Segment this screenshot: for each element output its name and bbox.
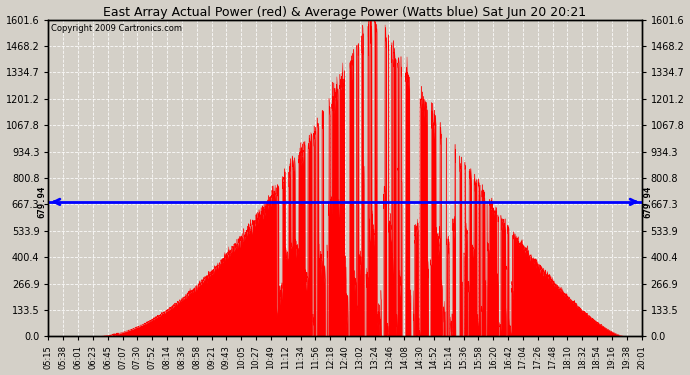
Text: 679.94: 679.94 xyxy=(37,186,46,218)
Text: 679.94: 679.94 xyxy=(644,186,653,218)
Text: Copyright 2009 Cartronics.com: Copyright 2009 Cartronics.com xyxy=(52,24,182,33)
Title: East Array Actual Power (red) & Average Power (Watts blue) Sat Jun 20 20:21: East Array Actual Power (red) & Average … xyxy=(104,6,586,18)
